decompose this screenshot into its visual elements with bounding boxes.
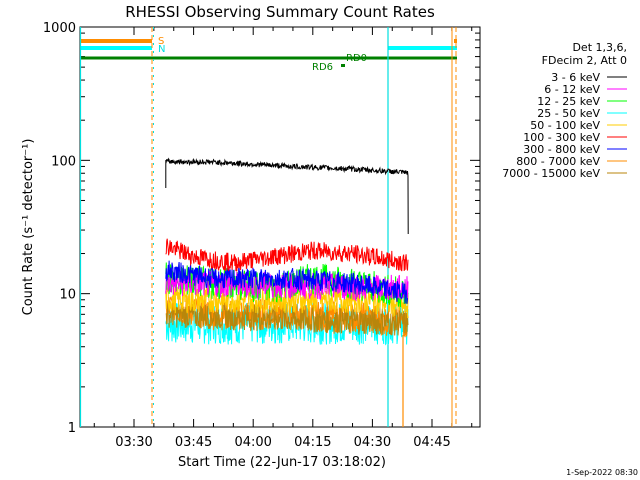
- x-tick-label: 04:00: [234, 435, 271, 450]
- x-tick-label: 03:30: [115, 435, 152, 450]
- legend-label: 800 - 7000 keV: [516, 155, 600, 168]
- legend-label: 50 - 100 keV: [530, 119, 600, 132]
- legend-label: 300 - 800 keV: [523, 143, 600, 156]
- x-tick-label: 04:30: [354, 435, 391, 450]
- rd6-flag-marker: [341, 64, 345, 67]
- series-line-3-6kev: [165, 157, 409, 235]
- y-axis-label: Count Rate (s⁻¹ detector⁻¹): [21, 139, 36, 316]
- series-line-50-100kev: [165, 285, 409, 319]
- y-tick-label: 100: [51, 154, 76, 169]
- legend-label: 7000 - 15000 keV: [502, 167, 600, 180]
- legend-header-1: Det 1,3,6,: [572, 41, 627, 54]
- legend-label: 25 - 50 keV: [537, 107, 600, 120]
- x-axis-label: Start Time (22-Jun-17 03:18:02): [178, 455, 386, 470]
- y-tick-label: 10: [59, 288, 76, 303]
- event-lines: [79, 27, 457, 427]
- x-tick-label: 04:15: [294, 435, 331, 450]
- y-axis: 1 10 100 1000: [43, 21, 480, 436]
- y-tick-label: 1000: [43, 21, 76, 36]
- legend-label: 3 - 6 keV: [551, 71, 600, 84]
- legend-header-2: FDecim 2, Att 0: [542, 54, 627, 67]
- y-tick-label: 1: [68, 421, 76, 436]
- chart-title: RHESSI Observing Summary Count Rates: [125, 3, 435, 21]
- series-line-100-300kev: [165, 238, 409, 272]
- legend-label: 6 - 12 keV: [544, 83, 600, 96]
- n-flag-label: N: [158, 44, 165, 55]
- footer-timestamp: 1-Sep-2022 08:30: [566, 468, 638, 477]
- rd0-flag-label: RD0: [346, 53, 367, 64]
- legend-label: 100 - 300 keV: [523, 131, 600, 144]
- flag-bars: S N RD0 RD6: [80, 36, 457, 73]
- rd6-flag-label: RD6: [312, 62, 333, 73]
- x-tick-label: 03:45: [175, 435, 212, 450]
- x-tick-label: 04:45: [413, 435, 450, 450]
- legend-label: 12 - 25 keV: [537, 95, 600, 108]
- series-layer: [165, 157, 409, 346]
- x-axis: 03:30 03:45 04:00 04:15 04:30 04:45: [93, 27, 473, 450]
- s-flag-label: S: [158, 36, 164, 47]
- plot-frame: [79, 26, 481, 428]
- series-line-7000-15000kev: [165, 301, 409, 336]
- series-line-300-800kev: [165, 260, 409, 304]
